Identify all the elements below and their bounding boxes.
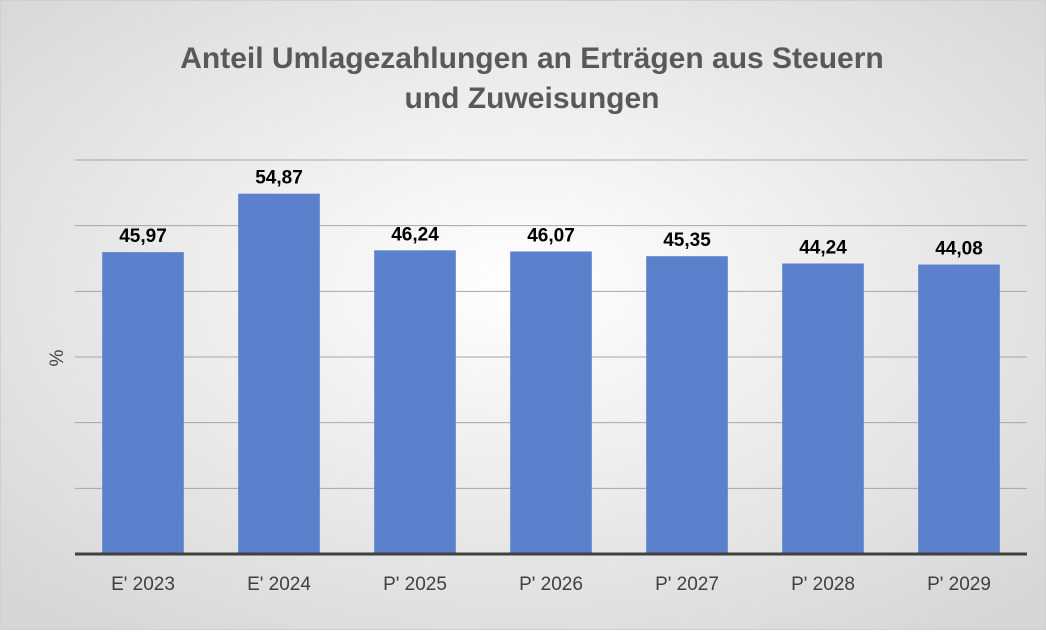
bar [374,250,456,554]
y-axis-label: % [47,349,68,366]
x-tick-label: P' 2025 [383,574,447,595]
value-label: 44,08 [935,239,983,260]
x-tick-label: P' 2029 [927,574,991,595]
value-label: 44,24 [799,238,847,259]
bar [238,193,320,554]
value-label: 46,24 [391,224,439,245]
value-label: 54,87 [255,168,303,189]
value-label: 45,35 [663,230,711,251]
x-tick-label: P' 2026 [519,574,583,595]
bar [102,252,184,554]
chart-title: Anteil Umlagezahlungen an Erträgen aus S… [180,42,883,75]
value-label: 46,07 [527,225,575,246]
x-tick-label: P' 2027 [655,574,719,595]
bar [918,264,1000,554]
x-tick-label: P' 2028 [791,574,855,595]
bar [782,263,864,554]
bar [510,251,592,554]
value-label: 45,97 [119,226,167,247]
chart-title: und Zuweisungen [405,82,660,115]
x-tick-label: E' 2023 [111,574,175,595]
x-tick-label: E' 2024 [247,574,311,595]
bar [646,256,728,554]
